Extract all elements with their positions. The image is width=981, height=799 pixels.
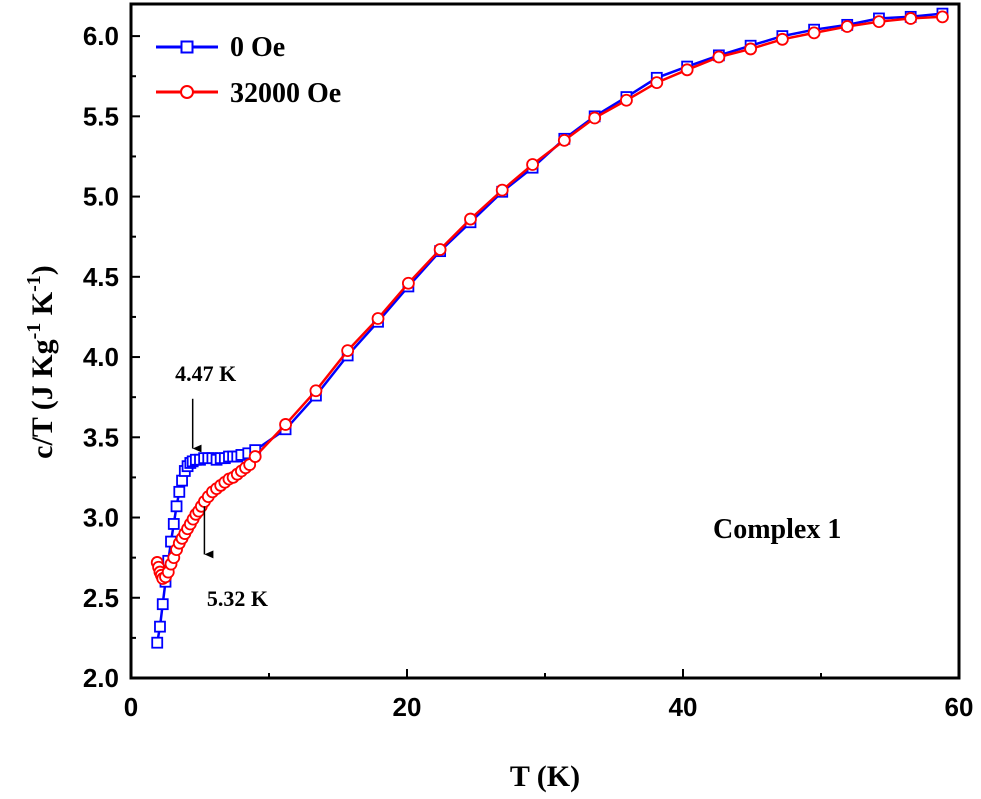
axis-ticks: 0 20 40 60 2.0 2.5 3.0 3.5 4.0 4.5 5.0 5.5 6.0 bbox=[83, 21, 974, 722]
data-point bbox=[526, 158, 539, 171]
annotation-label: 4.47 K bbox=[175, 361, 236, 386]
x-tick-label: 0 bbox=[124, 692, 138, 722]
data-point bbox=[904, 12, 918, 25]
annotation-label: 5.32 K bbox=[207, 586, 268, 611]
y-tick-label: 2.0 bbox=[83, 663, 119, 693]
legend-label-32000-oe: 32000 Oe bbox=[230, 78, 341, 109]
data-point bbox=[807, 26, 821, 40]
data-point bbox=[588, 111, 602, 125]
y-tick-label: 4.5 bbox=[83, 262, 119, 292]
x-tick-label: 20 bbox=[393, 692, 422, 722]
y-axis-title-part: K bbox=[26, 291, 59, 323]
complex-label: Complex 1 bbox=[713, 514, 841, 545]
data-point bbox=[170, 500, 183, 513]
data-point bbox=[775, 32, 789, 46]
data-point bbox=[156, 598, 169, 611]
data-point bbox=[279, 418, 292, 431]
y-tick-label: 3.5 bbox=[83, 422, 119, 452]
legend-entry-32000-oe: 32000 Oe bbox=[156, 78, 341, 109]
legend-entry-0-oe: 0 Oe bbox=[156, 32, 285, 63]
y-tick-label: 3.0 bbox=[83, 503, 119, 533]
data-point bbox=[401, 276, 415, 290]
data-point bbox=[167, 518, 180, 530]
y-axis-title-part: ) bbox=[26, 265, 59, 275]
legend-label-0-oe: 0 Oe bbox=[230, 32, 285, 63]
legend: 0 Oe 32000 Oe bbox=[156, 32, 341, 109]
data-point bbox=[495, 183, 509, 197]
y-tick-label: 6.0 bbox=[83, 21, 119, 51]
y-tick-label: 5.5 bbox=[83, 101, 119, 131]
series-layer bbox=[150, 7, 949, 649]
legend-marker-0-oe bbox=[180, 40, 194, 54]
y-tick-label: 4.0 bbox=[83, 342, 119, 372]
legend-marker-32000-oe bbox=[180, 85, 194, 99]
y-axis-title: c/T (J Kg-1 K-1) bbox=[23, 265, 59, 459]
data-point bbox=[680, 63, 694, 77]
data-point bbox=[151, 636, 164, 649]
data-point bbox=[650, 76, 664, 90]
x-tick-label: 60 bbox=[945, 692, 974, 722]
data-point bbox=[872, 15, 886, 29]
data-point bbox=[620, 93, 633, 107]
x-tick-label: 40 bbox=[669, 692, 698, 722]
y-tick-label: 2.5 bbox=[83, 583, 119, 613]
y-axis-title-sup: -1 bbox=[23, 323, 45, 340]
data-point bbox=[341, 344, 355, 358]
data-point bbox=[433, 243, 447, 256]
data-point bbox=[557, 134, 571, 147]
data-point bbox=[248, 450, 262, 463]
data-point bbox=[936, 10, 949, 24]
series-32000-oe bbox=[150, 10, 949, 585]
data-point bbox=[840, 20, 854, 33]
y-axis-title-part: c/T (J Kg bbox=[26, 339, 59, 458]
y-axis-title-sup: -1 bbox=[23, 275, 45, 292]
data-point bbox=[464, 212, 477, 226]
data-point bbox=[371, 312, 385, 325]
annotations: 4.47 K 5.32 K bbox=[175, 361, 268, 611]
data-point bbox=[173, 485, 186, 498]
x-axis-title: T (K) bbox=[510, 760, 580, 793]
data-point bbox=[154, 620, 166, 633]
data-point bbox=[744, 42, 758, 56]
data-point bbox=[176, 474, 188, 487]
data-point bbox=[309, 384, 323, 398]
y-tick-label: 5.0 bbox=[83, 182, 119, 212]
data-point bbox=[712, 50, 726, 64]
